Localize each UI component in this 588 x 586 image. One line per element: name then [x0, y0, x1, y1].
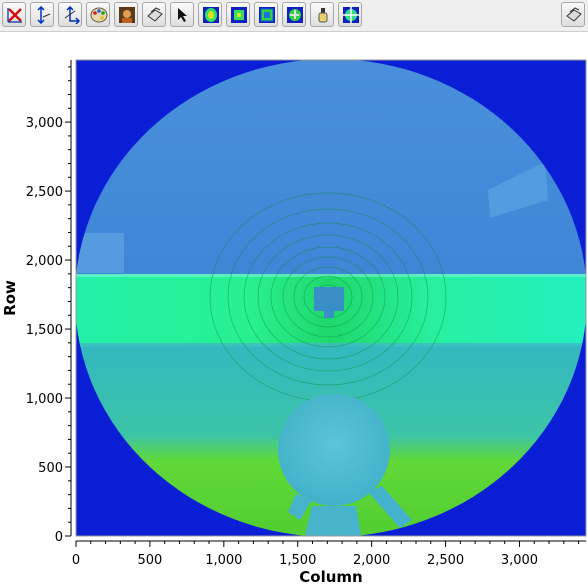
left-panel-patch	[76, 233, 124, 273]
plot-frame	[75, 59, 587, 537]
mask-polygon-icon	[259, 7, 275, 23]
y-tick-label: 2,500	[26, 185, 63, 200]
x-tick-label: 0	[72, 553, 80, 568]
x-tick-label: 3,000	[501, 553, 538, 568]
x-tick-label: 1,500	[279, 553, 316, 568]
reset-zoom-button[interactable]	[2, 2, 26, 27]
threshold-bottle-icon	[318, 8, 328, 23]
reset-zoom-icon	[7, 8, 22, 23]
sample-holder-ball	[278, 394, 390, 506]
zoom-y-button[interactable]	[30, 2, 54, 27]
colormap-palette-icon	[90, 7, 108, 23]
image-display-icon	[119, 7, 135, 23]
heatmap-image	[76, 60, 586, 536]
mask-brush-icon	[287, 7, 303, 23]
crosshair-button[interactable]	[338, 2, 362, 27]
print-button[interactable]	[142, 2, 166, 27]
mask-rectangle-icon	[231, 7, 247, 23]
mask-ellipse-icon	[203, 7, 219, 23]
colormap-button[interactable]	[86, 2, 110, 27]
image-plot[interactable]: 0 500 1,000 1,500 2,000 2,500 3,000 0 500 1,000 1…	[0, 31, 588, 586]
x-tick-label: 500	[137, 553, 162, 568]
right-panel-patch	[488, 162, 548, 218]
pixel-crosshair-icon	[343, 7, 359, 23]
zoom-xy-icon	[64, 6, 80, 24]
mask-invert-button[interactable]	[282, 2, 306, 27]
y-tick-label: 500	[38, 461, 63, 476]
plot-toolbar	[0, 0, 588, 32]
x-axis-title: Column	[299, 568, 362, 586]
y-tick-label: 1,000	[26, 392, 63, 407]
threshold-button[interactable]	[310, 2, 334, 27]
select-button[interactable]	[170, 2, 194, 27]
x-tick-label: 2,000	[353, 553, 390, 568]
print-icon	[147, 7, 163, 22]
zoom-xy-button[interactable]	[58, 2, 82, 27]
y-tick-label: 2,000	[26, 254, 63, 269]
zoom-y-axis-icon	[37, 6, 51, 24]
mask-ellipse-button[interactable]	[198, 2, 222, 27]
x-axis-ticks: 0 500 1,000 1,500 2,000 2,500 3,000	[72, 541, 580, 568]
select-pointer-icon	[178, 8, 187, 22]
y-axis-title: Row	[1, 280, 19, 316]
save-icon	[566, 7, 582, 22]
y-axis-ticks: 0 500 1,000 1,500 2,000 2,500 3,000	[26, 66, 71, 545]
mask-rectangle-button[interactable]	[226, 2, 250, 27]
x-tick-label: 2,500	[427, 553, 464, 568]
save-button[interactable]	[561, 2, 585, 27]
mask-square-button[interactable]	[254, 2, 278, 27]
y-tick-label: 1,500	[26, 323, 63, 338]
y-tick-label: 0	[55, 530, 63, 545]
y-tick-label: 3,000	[26, 116, 63, 131]
beam-stop	[314, 287, 344, 311]
image-button[interactable]	[114, 2, 138, 27]
x-tick-label: 1,000	[205, 553, 242, 568]
